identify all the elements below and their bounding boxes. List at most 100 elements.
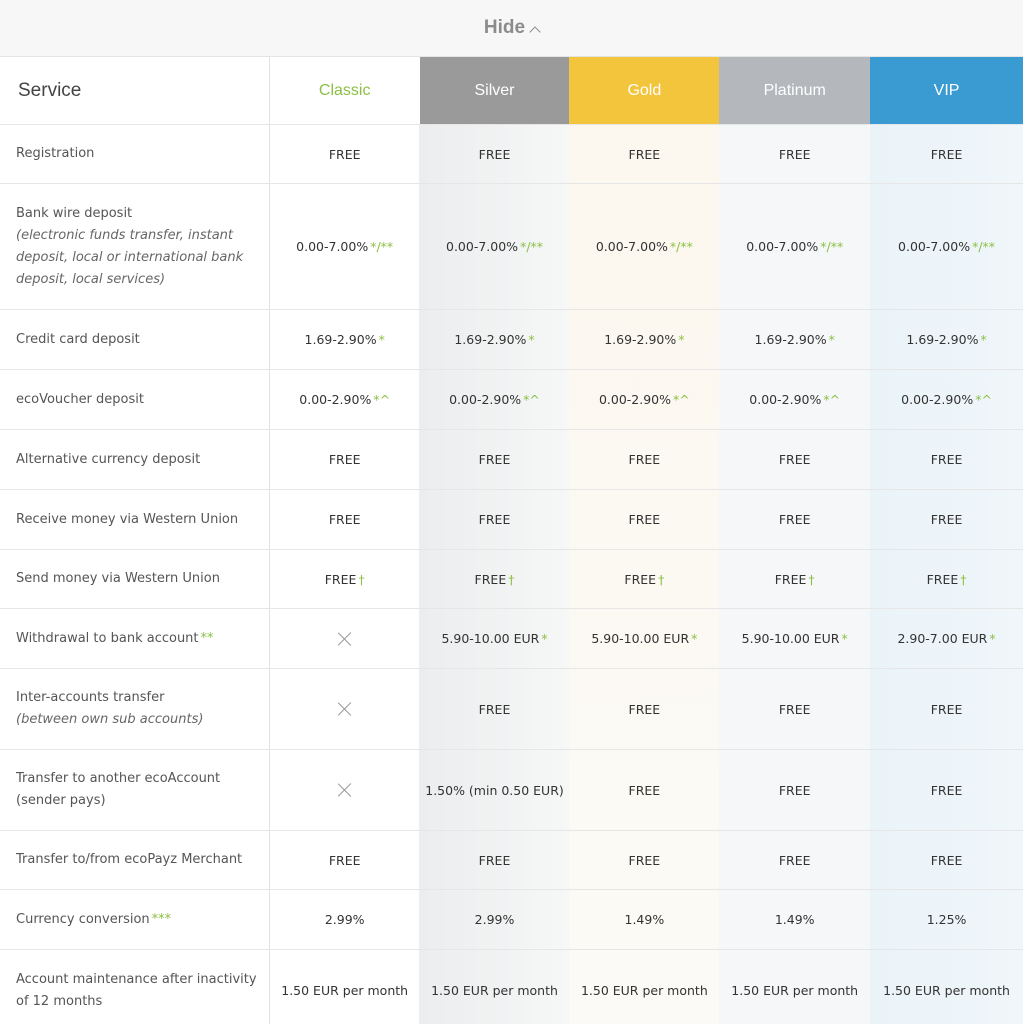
- service-label: Transfer to/from ecoPayz Merchant: [0, 831, 269, 889]
- footnote-mark: */**: [820, 239, 844, 254]
- fee-value: 0.00-2.90%: [598, 392, 672, 407]
- fee-value: FREE: [778, 701, 811, 717]
- fee-value: 0.00-2.90%: [901, 392, 974, 407]
- fee-value: 5.90-10.00 EUR: [441, 631, 540, 646]
- fee-cell: FREE: [420, 125, 570, 183]
- footnote-mark: †: [808, 571, 815, 587]
- fee-value: FREE: [930, 146, 963, 162]
- service-label-text: Account maintenance after inactivity of …: [16, 971, 257, 1009]
- service-label: Bank wire deposit (electronic funds trans…: [0, 184, 269, 309]
- fee-cell: FREE: [270, 831, 420, 889]
- fee-cell: FREE: [719, 125, 870, 183]
- fee-cell: FREE: [870, 669, 1023, 749]
- fee-cell: FREE: [870, 831, 1023, 889]
- service-label: Inter-accounts transfer (between own sub …: [0, 669, 269, 749]
- fee-value: 1.50 EUR per month: [281, 983, 409, 998]
- fee-cell: 1.49%: [719, 890, 870, 949]
- fee-value: FREE: [926, 571, 959, 587]
- footnote-mark: *^: [523, 392, 540, 407]
- service-label-note: (electronic funds transfer, instant depo…: [16, 227, 244, 287]
- fee-cell: FREE: [569, 750, 719, 830]
- silver-column-bg: [419, 124, 569, 1024]
- fee-value: 1.50 EUR per month: [731, 983, 859, 998]
- fee-value: FREE: [930, 852, 963, 868]
- not-available-icon: [338, 783, 352, 797]
- fee-value: 1.50% (min 0.50 EUR): [425, 782, 564, 798]
- service-label-text: Transfer to another ecoAccount (sender p…: [16, 771, 221, 808]
- fee-cell: 0.00-7.00% */**: [569, 184, 719, 309]
- fee-cell: 0.00-2.90% *^: [420, 370, 570, 429]
- fee-cell: FREE: [719, 750, 870, 830]
- footnote-mark: */**: [669, 239, 693, 254]
- fee-cell: FREE: [270, 430, 420, 489]
- fee-cell: 1.50% (min 0.50 EUR): [420, 750, 570, 830]
- table-row: Send money via Western Union FREE † FREE † FR…: [0, 549, 1023, 608]
- footnote-mark: */**: [370, 239, 394, 254]
- fee-value: 1.69-2.90%: [906, 332, 979, 347]
- fee-cell: FREE: [420, 669, 570, 749]
- fee-cell: FREE: [870, 490, 1023, 549]
- fee-cell: FREE: [719, 490, 870, 549]
- service-label: Send money via Western Union: [0, 550, 269, 608]
- column-divider: [269, 57, 270, 1024]
- table-row: Account maintenance after inactivity of …: [0, 949, 1023, 1024]
- fee-cell: FREE: [569, 125, 719, 183]
- fee-cell: FREE: [420, 831, 570, 889]
- fee-cell: 1.69-2.90% *: [870, 310, 1023, 369]
- service-label: Receive money via Western Union: [0, 490, 269, 549]
- fee-value: 0.00-7.00%: [746, 239, 819, 254]
- fee-cell: FREE: [719, 669, 870, 749]
- service-label: Alternative currency deposit: [0, 430, 269, 489]
- fee-value: 2.99%: [324, 912, 365, 927]
- fee-cell: FREE †: [719, 550, 870, 608]
- footnote-mark: */**: [520, 239, 544, 254]
- fee-value: FREE: [930, 782, 963, 798]
- fee-cell: FREE †: [420, 550, 570, 608]
- fee-cell: FREE †: [270, 550, 420, 608]
- service-label-text: Bank wire deposit: [16, 205, 133, 221]
- fee-value: 0.00-2.90%: [449, 392, 522, 407]
- fee-cell: FREE: [420, 430, 570, 489]
- fee-cell: FREE: [870, 430, 1023, 489]
- footnote-mark: *: [841, 631, 848, 646]
- footnote-mark: †: [960, 571, 967, 587]
- footnote-mark: †: [658, 571, 665, 587]
- footnote-mark: *: [541, 631, 548, 646]
- fee-cell: 5.90-10.00 EUR *: [420, 609, 570, 668]
- service-label: ecoVoucher deposit: [0, 370, 269, 429]
- fee-cell: 0.00-7.00% */**: [420, 184, 570, 309]
- fee-cell: FREE: [270, 125, 420, 183]
- footnote-mark: *: [528, 332, 535, 347]
- fee-value: FREE: [778, 452, 811, 467]
- table-row: Withdrawal to bank account ** 5.90-10.00 E…: [0, 608, 1023, 668]
- fee-cell: FREE: [420, 490, 570, 549]
- fee-value: FREE: [628, 782, 661, 798]
- fee-value: 0.00-7.00%: [296, 239, 369, 254]
- fee-value: FREE: [628, 852, 661, 868]
- fee-value: 1.50 EUR per month: [431, 983, 558, 998]
- table-header: Service Classic Silver Gold Platinum VIP: [0, 57, 1023, 124]
- fee-value: FREE: [478, 852, 511, 868]
- service-label-text: Inter-accounts transfer: [16, 690, 165, 705]
- fee-value: 1.69-2.90%: [754, 332, 827, 347]
- table-row: Transfer to another ecoAccount (sender p…: [0, 749, 1023, 830]
- fee-cell: FREE: [870, 750, 1023, 830]
- fee-cell: 0.00-7.00% */**: [719, 184, 870, 309]
- fee-value: FREE: [324, 571, 357, 587]
- service-header: Service: [18, 79, 82, 101]
- fee-cell: FREE: [719, 430, 870, 489]
- fee-cell: 1.69-2.90% *: [270, 310, 420, 369]
- fee-value: 1.69-2.90%: [304, 332, 377, 347]
- chevron-up-icon: [529, 26, 541, 38]
- fee-cell: FREE †: [569, 550, 719, 608]
- service-label: Currency conversion ***: [0, 890, 269, 949]
- fee-cell: 1.50 EUR per month: [719, 950, 870, 1024]
- fee-value: FREE: [328, 852, 361, 868]
- fee-value: FREE: [778, 852, 811, 868]
- footnote-mark: *^: [823, 392, 841, 407]
- footnote-mark: */**: [972, 239, 996, 254]
- hide-toggle-label: Hide: [483, 17, 526, 38]
- table-body: Registration FREE FREE FREE FREE FREE Bank wir…: [0, 124, 1023, 1024]
- hide-toggle[interactable]: Hide: [0, 0, 1023, 57]
- footnote-mark: ***: [151, 911, 172, 927]
